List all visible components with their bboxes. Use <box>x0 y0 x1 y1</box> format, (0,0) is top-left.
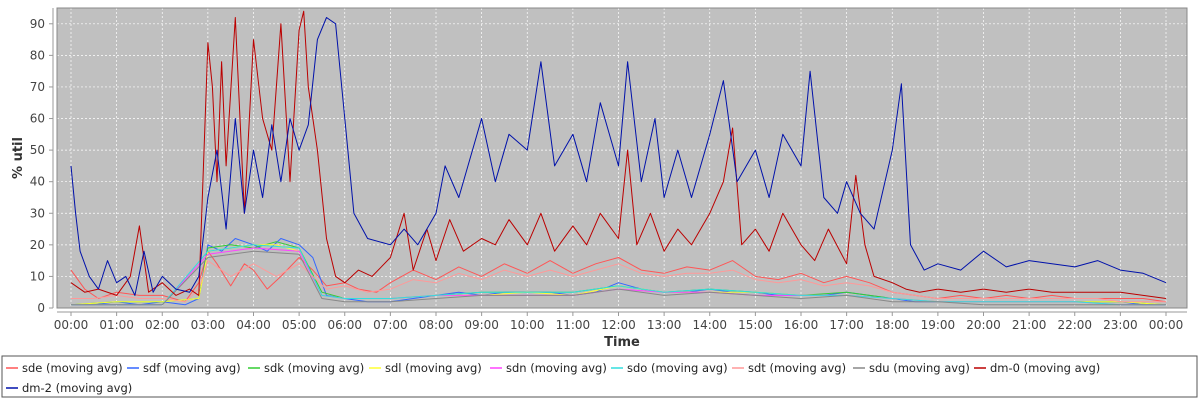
x-axis-title: Time <box>604 335 640 350</box>
x-tick-label: 16:00 <box>784 318 819 332</box>
x-tick-label: 06:00 <box>327 318 362 332</box>
x-tick-label: 20:00 <box>966 318 1001 332</box>
y-tick-label: 0 <box>37 301 45 315</box>
plot-area <box>57 8 1187 308</box>
x-tick-label: 14:00 <box>692 318 727 332</box>
x-tick-label: 23:00 <box>1103 318 1138 332</box>
legend-item: sdo (moving avg) <box>627 361 728 375</box>
legend-item: dm-2 (moving avg) <box>22 381 132 395</box>
legend: sde (moving avg) sdf (moving avg) sdk (mov… <box>6 361 1100 395</box>
x-tick-label: 21:00 <box>1012 318 1047 332</box>
series-lines <box>70 10 1167 306</box>
legend-item: sdl (moving avg) <box>385 361 482 375</box>
y-tick-label: 60 <box>30 112 45 126</box>
y-tick-label: 80 <box>30 48 45 62</box>
x-axis: 00:00 01:00 02:00 03:00 04:00 05:00 06:00 07:00… <box>54 311 1187 332</box>
x-tick-label: 22:00 <box>1057 318 1092 332</box>
x-tick-label: 05:00 <box>282 318 317 332</box>
legend-item: sde (moving avg) <box>22 361 123 375</box>
y-axis: 0 10 20 30 40 50 60 70 80 90 <box>30 8 54 315</box>
x-tick-label: 01:00 <box>99 318 134 332</box>
legend-item: sdu (moving avg) <box>869 361 970 375</box>
x-tick-label: 08:00 <box>419 318 454 332</box>
legend-item: sdk (moving avg) <box>264 361 364 375</box>
series-line-6 <box>71 260 1166 303</box>
x-tick-label: 13:00 <box>647 318 682 332</box>
legend-item: dm-0 (moving avg) <box>990 361 1100 375</box>
y-tick-label: 70 <box>30 80 45 94</box>
series-line-9 <box>70 17 1167 296</box>
x-tick-label: 12:00 <box>601 318 636 332</box>
x-tick-label: 11:00 <box>556 318 591 332</box>
y-tick-label: 50 <box>30 143 45 157</box>
x-tick-label: 09:00 <box>464 318 499 332</box>
legend-item: sdn (moving avg) <box>506 361 607 375</box>
y-axis-title: % util <box>11 137 26 179</box>
x-tick-label: 02:00 <box>145 318 180 332</box>
series-line-5 <box>71 244 1166 306</box>
y-tick-label: 20 <box>30 238 45 252</box>
legend-item: sdf (moving avg) <box>143 361 241 375</box>
x-tick-label: 17:00 <box>829 318 864 332</box>
series-line-8 <box>70 10 1167 299</box>
x-tick-label: 07:00 <box>373 318 408 332</box>
series-line-0 <box>70 250 1167 303</box>
legend-item: sdt (moving avg) <box>748 361 846 375</box>
series-line-7 <box>71 250 1166 306</box>
plot-border <box>56 7 1188 309</box>
x-tick-label: 03:00 <box>191 318 226 332</box>
x-tick-label: 18:00 <box>875 318 910 332</box>
x-tick-label: 15:00 <box>738 318 773 332</box>
x-tick-label: 04:00 <box>236 318 271 332</box>
x-tick-label: 00:00 <box>1149 318 1184 332</box>
y-tick-label: 40 <box>30 175 45 189</box>
y-tick-label: 10 <box>30 269 45 283</box>
x-tick-label: 19:00 <box>921 318 956 332</box>
legend-box <box>1 355 1198 398</box>
x-tick-label: 00:00 <box>54 318 89 332</box>
y-tick-label: 30 <box>30 206 45 220</box>
y-tick-label: 90 <box>30 17 45 31</box>
x-tick-label: 10:00 <box>510 318 545 332</box>
